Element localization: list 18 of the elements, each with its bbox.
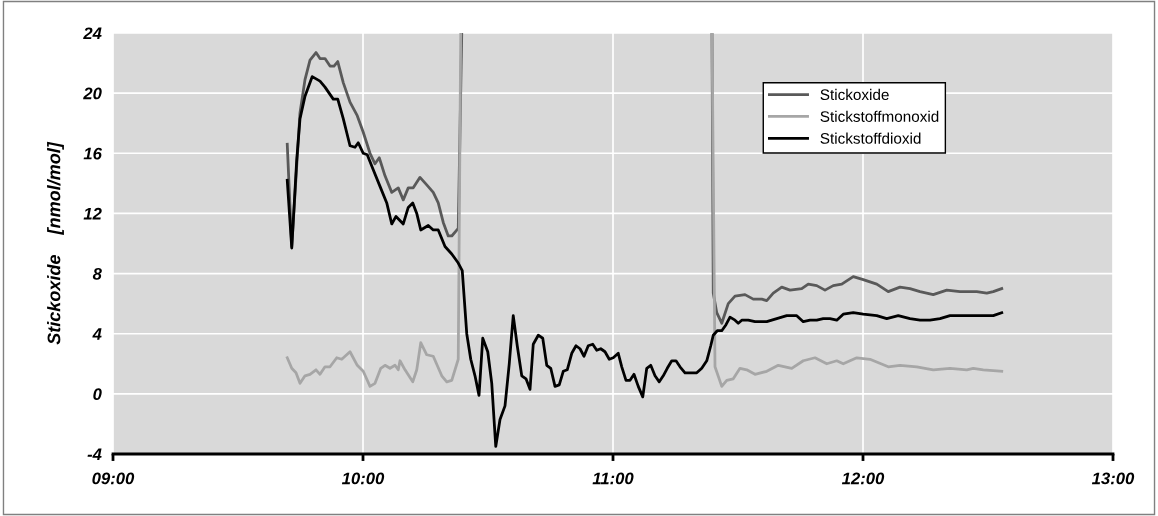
- x-tick-label: 10:00: [341, 472, 385, 485]
- y-tick-label: 0: [93, 388, 102, 401]
- y-axis-title: Stickoxide [nmol/mol]: [47, 141, 64, 345]
- x-tick-label: 12:00: [841, 472, 885, 485]
- legend-label: Stickstoffmonoxid: [820, 110, 939, 122]
- x-tick-label: 09:00: [92, 472, 135, 485]
- line-series: [285, 75, 1004, 448]
- x-tick-label: 11:00: [592, 472, 634, 485]
- y-tick-label: -4: [87, 448, 102, 461]
- y-tick-label: 8: [92, 267, 102, 280]
- y-tick-label: 12: [83, 207, 102, 220]
- legend-label: Stickstoffdioxid: [820, 132, 921, 144]
- y-tick-label: 16: [83, 147, 102, 160]
- y-tick-label: 20: [83, 87, 102, 100]
- y-tick-label: 4: [92, 328, 102, 340]
- x-tick-label: 13:00: [1091, 472, 1135, 485]
- legend-label: Stickoxide: [820, 88, 889, 101]
- y-tick-label: 24: [83, 27, 102, 40]
